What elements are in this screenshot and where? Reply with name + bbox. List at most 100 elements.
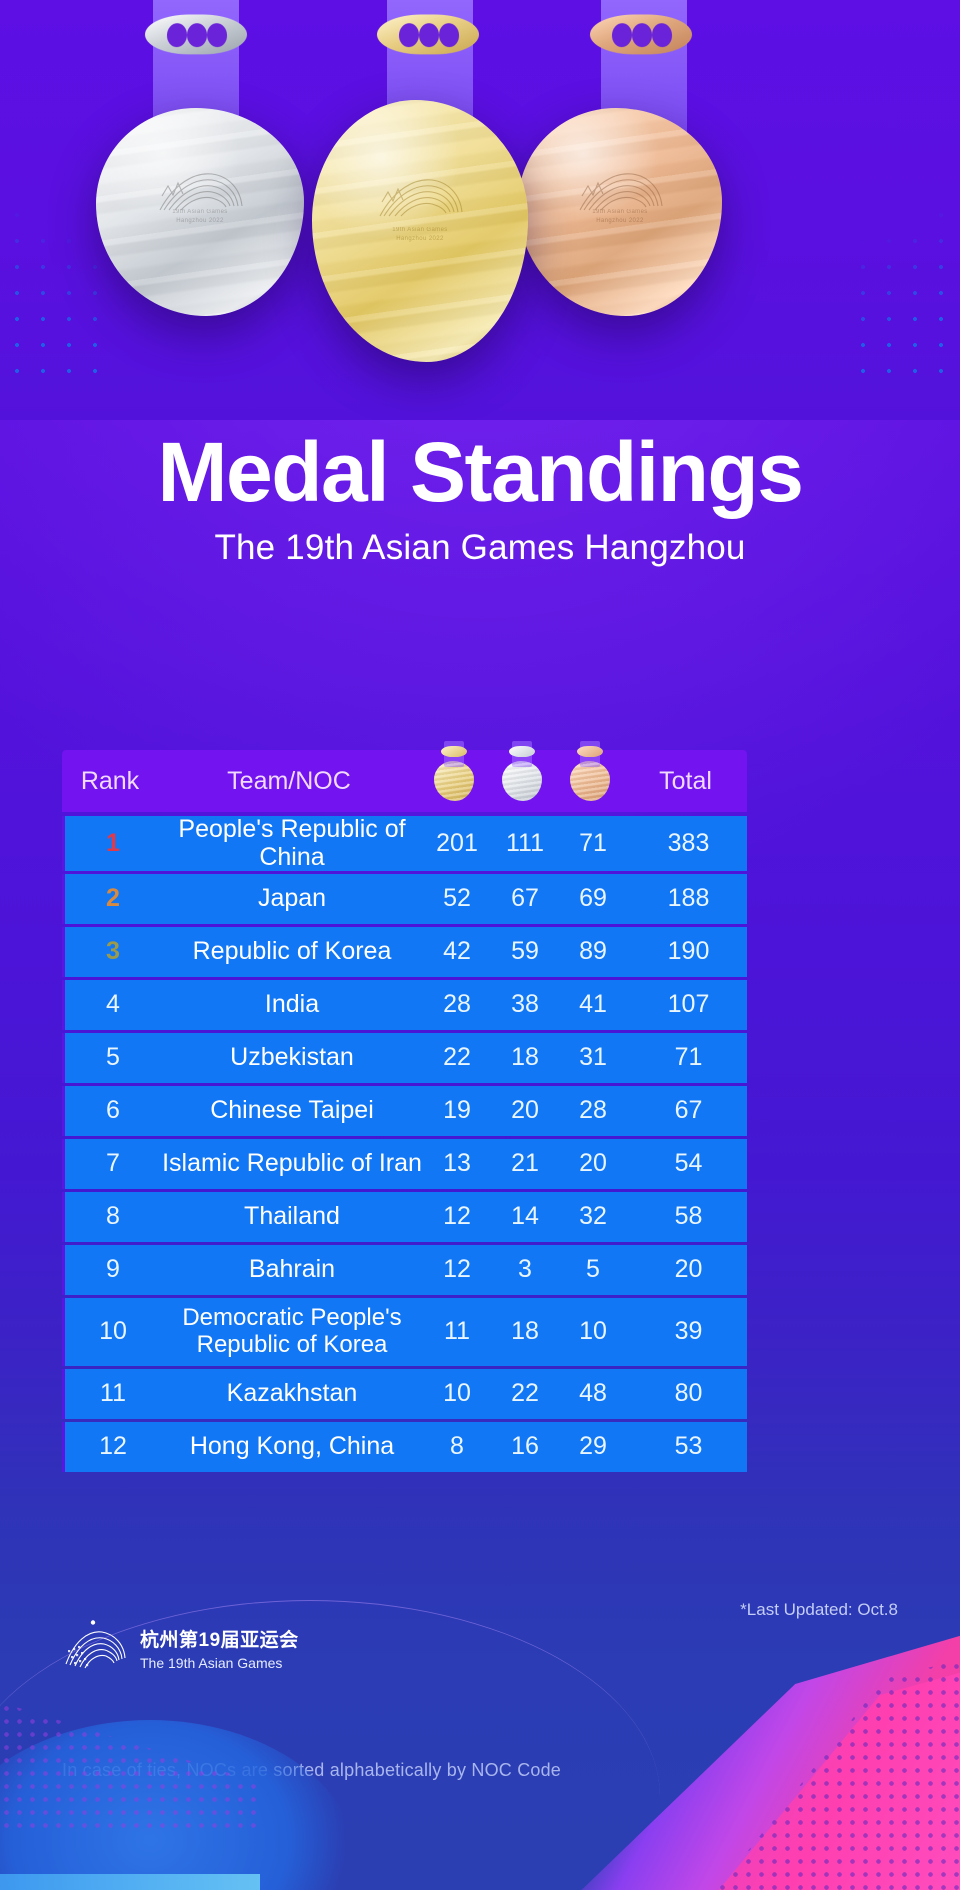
row-silver: 111 — [505, 828, 544, 857]
row-rank: 6 — [106, 1096, 120, 1125]
row-gold: 13 — [443, 1149, 471, 1178]
page-title: Medal Standings — [157, 425, 804, 519]
gold-ribbon-clasp-icon — [375, 14, 481, 55]
column-header-bronze — [556, 741, 624, 801]
row-team: Islamic Republic of Iran — [162, 1149, 422, 1178]
row-gold: 8 — [450, 1432, 464, 1461]
row-team: Hong Kong, China — [189, 1432, 395, 1461]
hero-medals-banner: 19th Asian Games Hangzhou 2022 19th Asian… — [0, 0, 960, 420]
row-silver: 67 — [511, 884, 539, 913]
column-header-rank: Rank — [80, 766, 140, 795]
decorative-bottom-bar — [0, 1874, 260, 1890]
row-silver: 18 — [511, 1043, 539, 1072]
silver-ribbon-clasp-icon — [143, 14, 249, 55]
table-row[interactable]: 2 Japan 52 67 69 188 — [62, 874, 747, 924]
row-bronze: 32 — [579, 1202, 607, 1231]
row-team: Republic of Korea — [192, 937, 392, 966]
row-gold: 19 — [443, 1096, 471, 1125]
row-total: 80 — [674, 1379, 703, 1408]
row-rank: 7 — [106, 1149, 120, 1178]
row-rank: 5 — [106, 1043, 120, 1072]
row-rank: 11 — [100, 1379, 126, 1408]
row-silver: 3 — [518, 1255, 532, 1284]
row-gold: 12 — [443, 1202, 471, 1231]
table-row[interactable]: 5 Uzbekistan 22 18 31 71 — [62, 1033, 747, 1083]
medal-standings-table: Rank Team/NOC Total 1 People's Republic … — [62, 741, 747, 1472]
row-rank: 4 — [106, 990, 120, 1019]
table-row[interactable]: 12 Hong Kong, China 8 16 29 53 — [62, 1422, 747, 1472]
table-row[interactable]: 10 Democratic People's Republic of Korea… — [62, 1298, 747, 1366]
medal-shine — [96, 108, 304, 316]
row-team: India — [264, 990, 320, 1019]
row-rank: 12 — [99, 1432, 127, 1461]
bronze-ribbon-clasp-icon — [588, 14, 694, 55]
row-team: Bahrain — [248, 1255, 336, 1284]
row-rank: 1 — [106, 828, 120, 857]
decorative-curve-line — [0, 1600, 660, 1820]
row-silver: 16 — [511, 1432, 539, 1461]
row-bronze: 71 — [579, 828, 607, 857]
row-gold: 28 — [443, 990, 471, 1019]
row-gold: 22 — [443, 1043, 471, 1072]
row-bronze: 20 — [579, 1149, 607, 1178]
row-gold: 201 — [436, 828, 478, 857]
row-silver: 22 — [511, 1379, 539, 1408]
row-team: Japan — [257, 884, 327, 913]
row-bronze: 29 — [579, 1432, 607, 1461]
table-row[interactable]: 11 Kazakhstan 10 22 48 80 — [62, 1369, 747, 1419]
column-header-team: Team/NOC — [227, 766, 351, 795]
title-block: Medal Standings The 19th Asian Games Han… — [0, 430, 960, 568]
row-rank: 10 — [99, 1317, 127, 1346]
table-row[interactable]: 4 India 28 38 41 107 — [62, 980, 747, 1030]
row-total: 39 — [674, 1317, 703, 1346]
row-gold: 52 — [443, 884, 471, 913]
row-gold: 11 — [444, 1317, 470, 1346]
row-team: Thailand — [244, 1202, 340, 1231]
row-bronze: 31 — [579, 1043, 607, 1072]
table-row[interactable]: 8 Thailand 12 14 32 58 — [62, 1192, 747, 1242]
row-team: Chinese Taipei — [210, 1096, 374, 1125]
row-gold: 12 — [443, 1255, 471, 1284]
table-row[interactable]: 9 Bahrain 12 3 5 20 — [62, 1245, 747, 1295]
table-row[interactable]: 6 Chinese Taipei 19 20 28 67 — [62, 1086, 747, 1136]
row-total: 71 — [674, 1043, 703, 1072]
row-bronze: 41 — [579, 990, 607, 1019]
row-team: Uzbekistan — [230, 1043, 354, 1072]
row-gold: 42 — [443, 937, 471, 966]
row-team: Kazakhstan — [226, 1379, 358, 1408]
column-header-total: Total — [659, 766, 712, 795]
medal-shine — [518, 108, 722, 316]
dot-pattern-right-icon — [850, 150, 956, 380]
row-bronze: 48 — [579, 1379, 607, 1408]
row-silver: 18 — [511, 1317, 539, 1346]
row-gold: 10 — [443, 1379, 471, 1408]
page-subtitle: The 19th Asian Games Hangzhou — [214, 528, 746, 567]
dot-pattern-left-icon — [4, 150, 110, 380]
column-header-gold — [420, 741, 488, 801]
row-total: 107 — [667, 990, 710, 1019]
silver-medal-icon — [502, 741, 542, 801]
row-bronze: 5 — [586, 1255, 600, 1284]
bronze-medal-icon — [570, 741, 610, 801]
asian-games-emblem-icon — [579, 173, 663, 211]
row-total: 190 — [667, 937, 710, 966]
row-total: 188 — [667, 884, 710, 913]
row-silver: 59 — [511, 937, 539, 966]
row-rank: 9 — [106, 1255, 120, 1284]
row-silver: 20 — [511, 1096, 539, 1125]
asian-games-emblem-icon — [159, 173, 243, 211]
table-row[interactable]: 7 Islamic Republic of Iran 13 21 20 54 — [62, 1139, 747, 1189]
column-header-silver — [488, 741, 556, 801]
row-total: 58 — [674, 1202, 703, 1231]
asian-games-emblem-icon — [379, 179, 463, 217]
row-total: 67 — [674, 1096, 703, 1125]
table-row[interactable]: 3 Republic of Korea 42 59 89 190 — [62, 927, 747, 977]
last-updated-text: *Last Updated: Oct.8 — [740, 1600, 898, 1619]
row-silver: 21 — [511, 1149, 539, 1178]
row-total: 383 — [667, 828, 710, 857]
table-row[interactable]: 1 People's Republic of China 201 111 71 … — [62, 815, 747, 871]
hero-gold-medal-icon: 19th Asian Games Hangzhou 2022 — [312, 100, 528, 362]
row-team: Democratic People's Republic of Korea — [182, 1304, 402, 1358]
row-silver: 38 — [511, 990, 539, 1019]
row-rank: 2 — [106, 884, 120, 913]
